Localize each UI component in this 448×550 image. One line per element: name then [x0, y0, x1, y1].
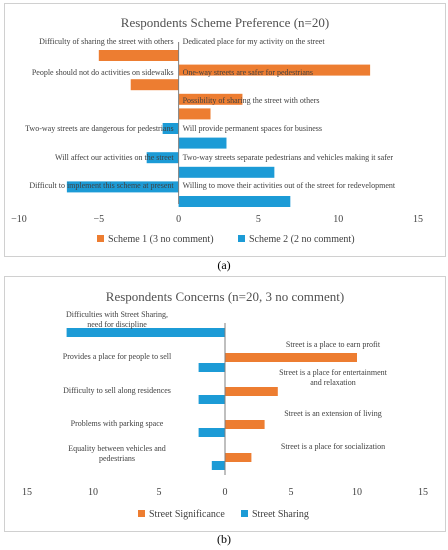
chart-a-panel: Respondents Scheme Preference (n=20) Diff…	[4, 3, 446, 257]
category-label: People should not do activities on sidew…	[32, 68, 174, 77]
category-label: Two-way streets separate pedestrians and…	[183, 153, 394, 162]
chart-b-panel: Respondents Concerns (n=20, 3 no comment…	[4, 276, 446, 532]
bar	[178, 108, 211, 120]
bar	[225, 387, 278, 396]
bar	[162, 123, 179, 134]
bar	[178, 93, 243, 105]
category-label: Street is a place for entertainment and r…	[279, 368, 388, 387]
bar	[66, 181, 179, 193]
bar	[178, 64, 371, 76]
category-label: Provides a place for people to sell	[63, 352, 172, 361]
bar	[225, 453, 252, 462]
caption-a: (a)	[217, 258, 231, 272]
category-label: One-way streets are safer for pedestrian…	[183, 68, 313, 77]
category-label: Will provide permanent spaces for busine…	[183, 124, 322, 133]
category-label: Street is a place for socialization	[281, 442, 385, 451]
bar	[225, 353, 357, 362]
caption-b: (b)	[217, 532, 231, 546]
legend-label-street-sharing: Street Sharing	[252, 509, 309, 520]
x-tick-label: 0	[176, 214, 181, 225]
category-label: Possibility of sharing the street with o…	[183, 96, 320, 105]
legend-label-scheme-1: Scheme 1 (3 no comment)	[108, 234, 214, 245]
x-tick-label: 10	[352, 487, 362, 498]
bar	[198, 428, 225, 437]
x-tick-label: 5	[157, 487, 162, 498]
x-tick-label: 10	[88, 487, 98, 498]
category-label: Difficult to implement this scheme at pr…	[29, 181, 174, 190]
chart-b-title: Respondents Concerns (n=20, 3 no comment…	[106, 289, 344, 304]
category-label: Problems with parking space	[71, 419, 164, 428]
x-tick-label: 0	[223, 487, 228, 498]
bar	[98, 50, 179, 61]
category-label: Willing to move their activities out of …	[183, 181, 396, 190]
category-label: Two-way streets are dangerous for pedest…	[25, 124, 174, 133]
category-label: Will affect our activities on the street	[55, 153, 174, 162]
bar	[198, 395, 225, 404]
chart-a-title: Respondents Scheme Preference (n=20)	[121, 15, 329, 30]
category-label: Difficulty to sell along residences	[63, 386, 171, 395]
x-tick-label: 15	[413, 214, 423, 225]
legend-label-street-significance: Street Significance	[149, 509, 225, 520]
x-tick-label: −5	[93, 214, 104, 225]
legend-swatch-scheme-1	[97, 235, 104, 242]
category-label: Dedicated place for my activity on the s…	[183, 37, 326, 46]
x-tick-label: 5	[289, 487, 294, 498]
bar	[225, 420, 265, 429]
x-tick-label: 15	[418, 487, 428, 498]
category-label: Difficulty of sharing the street with ot…	[39, 37, 174, 46]
bar	[66, 328, 225, 337]
chart-a: Respondents Scheme Preference (n=20) Diff…	[11, 15, 423, 245]
bar	[130, 79, 179, 91]
bar	[178, 196, 291, 207]
x-tick-label: −10	[11, 214, 27, 225]
legend-label-scheme-2: Scheme 2 (2 no comment)	[249, 234, 355, 245]
bar	[146, 152, 179, 164]
x-tick-label: 15	[22, 487, 32, 498]
bar	[211, 461, 225, 470]
category-label: Equality between vehicles and pedestrians	[68, 444, 166, 463]
bar	[178, 166, 275, 178]
bar	[198, 363, 225, 372]
chart-b: Respondents Concerns (n=20, 3 no comment…	[22, 289, 428, 520]
legend-swatch-street-sharing	[241, 510, 248, 517]
x-tick-label: 5	[256, 214, 261, 225]
legend-swatch-street-significance	[138, 510, 145, 517]
category-label: Street is an extension of living	[284, 409, 382, 418]
legend-swatch-scheme-2	[238, 235, 245, 242]
category-label: Street is a place to earn profit	[286, 340, 381, 349]
x-tick-label: 10	[333, 214, 343, 225]
bar	[178, 137, 227, 149]
category-label: Difficulties with Street Sharing, need fo…	[66, 310, 168, 329]
